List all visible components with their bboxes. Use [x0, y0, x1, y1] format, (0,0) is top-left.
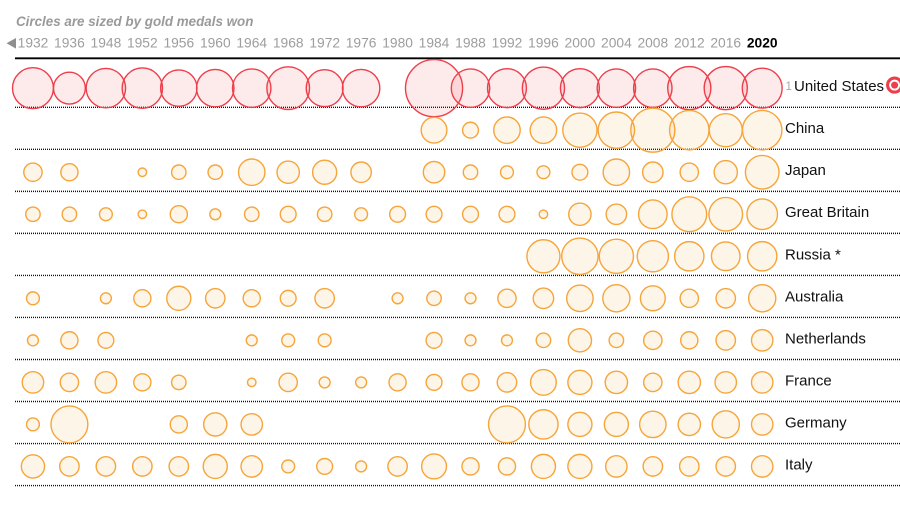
svg-text:2008: 2008	[637, 36, 668, 51]
svg-text:Japan: Japan	[785, 162, 826, 179]
svg-text:2004: 2004	[601, 36, 632, 51]
svg-text:1984: 1984	[419, 36, 450, 51]
svg-text:1968: 1968	[273, 36, 304, 51]
svg-text:1: 1	[786, 81, 792, 93]
svg-text:Russia *: Russia *	[785, 246, 841, 263]
svg-text:Netherlands: Netherlands	[785, 330, 866, 347]
svg-text:Italy: Italy	[785, 456, 813, 473]
svg-text:United States: United States	[794, 78, 884, 95]
svg-text:China: China	[785, 120, 825, 137]
svg-text:1932: 1932	[18, 36, 49, 51]
svg-text:2012: 2012	[674, 36, 705, 51]
svg-text:Australia: Australia	[785, 288, 844, 305]
svg-text:Circles are sized by gold meda: Circles are sized by gold medals won	[16, 14, 253, 29]
svg-text:1952: 1952	[127, 36, 158, 51]
svg-text:1956: 1956	[163, 36, 194, 51]
svg-text:2000: 2000	[565, 36, 596, 51]
svg-text:1992: 1992	[492, 36, 523, 51]
svg-text:2020: 2020	[747, 36, 778, 51]
svg-text:1996: 1996	[528, 36, 559, 51]
svg-text:Great Britain: Great Britain	[785, 204, 869, 221]
svg-text:1972: 1972	[309, 36, 340, 51]
svg-text:1980: 1980	[382, 36, 413, 51]
svg-text:1976: 1976	[346, 36, 377, 51]
svg-text:France: France	[785, 372, 832, 389]
svg-text:1988: 1988	[455, 36, 486, 51]
svg-text:1960: 1960	[200, 36, 231, 51]
svg-text:1936: 1936	[54, 36, 85, 51]
svg-text:Germany: Germany	[785, 414, 847, 431]
svg-text:1964: 1964	[236, 36, 267, 51]
svg-text:2016: 2016	[710, 36, 741, 51]
svg-text:1948: 1948	[91, 36, 122, 51]
